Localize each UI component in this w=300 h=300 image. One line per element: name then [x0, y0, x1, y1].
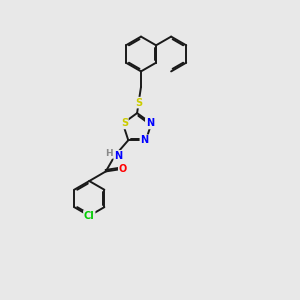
Text: O: O: [119, 164, 127, 174]
Text: H: H: [106, 149, 113, 158]
Text: N: N: [140, 135, 148, 145]
Text: Cl: Cl: [84, 211, 95, 221]
Text: S: S: [121, 118, 128, 128]
Text: N: N: [146, 118, 154, 128]
Text: S: S: [135, 98, 142, 108]
Text: N: N: [114, 151, 122, 161]
